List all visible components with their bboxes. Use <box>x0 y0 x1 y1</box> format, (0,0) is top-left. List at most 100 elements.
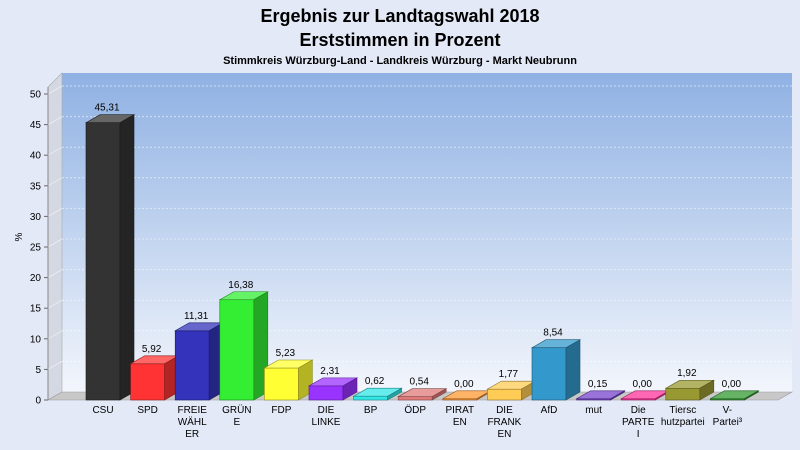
bar-front <box>487 388 522 401</box>
bar-side <box>431 388 447 401</box>
grid-line-side <box>47 208 63 217</box>
category-label-line: AfD <box>541 405 558 416</box>
bars <box>84 114 760 401</box>
category-label-line: CSU <box>92 405 113 416</box>
category-label: CSU <box>92 405 113 416</box>
value-labels: 45,31 5,92 11,31 16,38 5,23 2,31 0,62 0,54 0,00 1… <box>94 103 741 390</box>
bar-side <box>565 339 581 401</box>
bar <box>709 390 760 401</box>
grid-line-side <box>47 146 63 156</box>
category-label-line: LINKE <box>312 417 341 428</box>
category-label: BP <box>364 405 378 416</box>
category-label: Tiersc hutzpartei <box>661 405 705 428</box>
category-label-line: DIE <box>496 405 513 416</box>
grid-line-side <box>47 299 63 309</box>
bar-side <box>119 114 135 401</box>
category-label: SPD <box>137 405 158 416</box>
value-label: 8,54 <box>543 328 563 339</box>
category-label-line: WÄHL <box>178 416 207 428</box>
category-label-line: E <box>233 417 240 428</box>
bar-front <box>665 387 701 401</box>
category-label-line: GRÜN <box>222 404 251 416</box>
grid-line-side <box>47 85 63 95</box>
bar <box>218 291 269 401</box>
category-label: DIE LINKE <box>312 405 341 428</box>
category-label-line: PARTE <box>622 417 655 428</box>
y-axis: 0 5 10 15 20 25 30 35 40 45 50 <box>30 87 49 407</box>
category-label-line: FREIE <box>177 405 207 416</box>
value-label: 0,00 <box>722 379 742 390</box>
bar <box>263 359 314 401</box>
category-label: mut <box>585 405 602 416</box>
category-label-line: V- <box>723 405 732 416</box>
bar-front <box>130 363 165 401</box>
category-label: Die PARTE I <box>622 405 655 440</box>
category-label: PIRAT EN <box>445 405 474 428</box>
bar <box>174 322 225 401</box>
y-tick-label: 20 <box>30 273 42 284</box>
grid-line-side <box>47 361 63 370</box>
bar <box>530 339 582 401</box>
category-label-line: Partei³ <box>713 417 743 428</box>
grid-line-side <box>47 116 63 125</box>
value-label: 5,92 <box>142 344 162 355</box>
category-label-line: Tiersc <box>669 405 696 416</box>
category-label-line: FDP <box>271 405 291 416</box>
grid-line-side <box>47 330 63 340</box>
chart-subtitle: Stimmkreis Würzburg-Land - Landkreis Wür… <box>223 55 577 67</box>
chart-title-line2: Erststimmen in Prozent <box>299 30 500 50</box>
category-label-line: DIE <box>318 405 335 416</box>
bar-front <box>308 385 344 401</box>
value-label: 1,77 <box>499 369 519 380</box>
grid-lines <box>47 85 792 370</box>
chart-title: Ergebnis zur Landtagswahl 2018 <box>260 6 539 26</box>
bar <box>352 387 403 401</box>
bar-side <box>387 387 402 401</box>
bar-front <box>174 330 210 401</box>
y-tick-label: 50 <box>30 90 42 101</box>
bar-front <box>264 367 299 401</box>
category-label: FDP <box>271 405 291 416</box>
bar-front <box>353 395 388 401</box>
category-label-line: Die <box>631 405 646 416</box>
category-label: DIE FRANK EN <box>487 405 521 440</box>
bar <box>307 377 359 401</box>
bar <box>84 114 136 401</box>
bar-side <box>610 390 625 401</box>
bar-side <box>342 377 358 401</box>
category-label: ÖDP <box>404 404 426 416</box>
value-label: 11,31 <box>184 311 209 322</box>
value-label: 0,62 <box>365 376 385 387</box>
value-label: 0,00 <box>454 379 474 390</box>
bar-front <box>219 299 255 401</box>
category-label-line: mut <box>585 405 602 416</box>
y-axis-label: % <box>14 232 25 241</box>
value-label: 0,00 <box>632 379 652 390</box>
bar-front <box>531 347 567 401</box>
value-label: 0,54 <box>409 377 429 388</box>
category-label: GRÜN E <box>222 404 251 428</box>
y-tick-label: 0 <box>35 396 41 407</box>
category-label-line: ER <box>185 429 199 440</box>
bar <box>397 388 448 401</box>
y-tick-label: 30 <box>30 212 42 223</box>
category-label-line: BP <box>364 405 378 416</box>
category-label-line: EN <box>497 429 511 440</box>
category-label-line: hutzpartei <box>661 417 705 428</box>
category-label: V-Partei³ <box>713 405 743 428</box>
bar <box>664 379 715 401</box>
plot-side-wall <box>47 72 63 401</box>
value-label: 45,31 <box>94 103 119 114</box>
y-tick-label: 45 <box>30 120 42 131</box>
category-label-line: ÖDP <box>404 404 426 416</box>
value-label: 5,23 <box>276 348 296 359</box>
y-tick-label: 5 <box>35 365 41 376</box>
category-label: FREIE WÄHL ER <box>177 405 207 440</box>
bar <box>129 355 180 401</box>
bar <box>575 390 626 401</box>
y-tick-label: 10 <box>30 334 42 345</box>
bar-front <box>85 122 121 401</box>
bar-side <box>744 390 759 401</box>
category-label-line: I <box>637 429 640 440</box>
